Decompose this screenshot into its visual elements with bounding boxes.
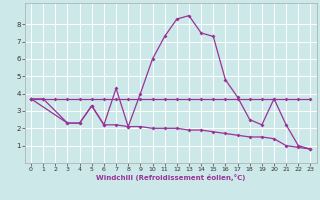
X-axis label: Windchill (Refroidissement éolien,°C): Windchill (Refroidissement éolien,°C) <box>96 174 245 181</box>
